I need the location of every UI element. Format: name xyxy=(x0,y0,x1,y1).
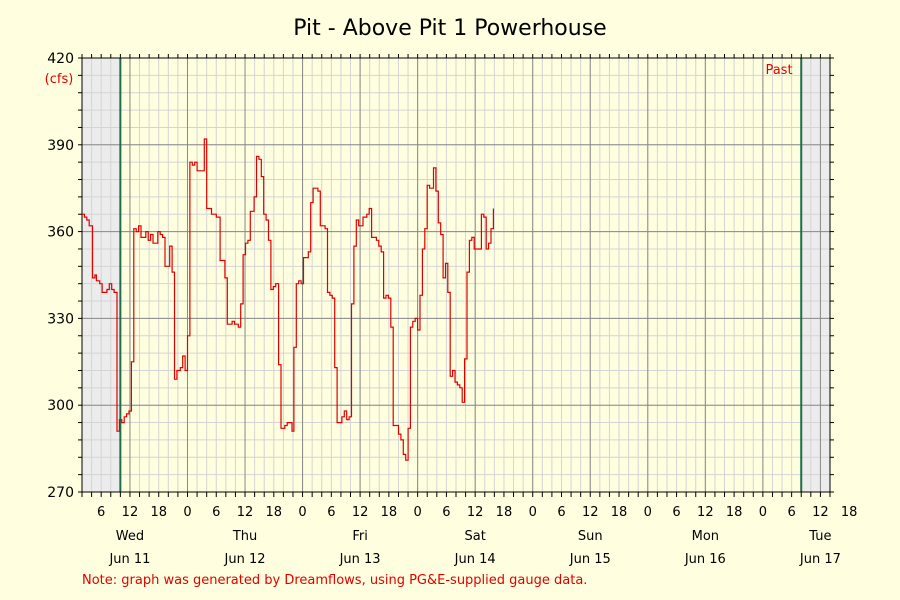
x-tick-label: 6 xyxy=(327,505,335,520)
day-label: Mon xyxy=(692,529,719,544)
date-label: Jun 13 xyxy=(339,552,381,567)
y-tick-label: 390 xyxy=(47,138,74,154)
x-tick-label: 6 xyxy=(672,505,680,520)
x-tick-label: 6 xyxy=(788,505,796,520)
x-tick-label: 18 xyxy=(266,505,283,520)
day-label: Sat xyxy=(465,529,486,544)
x-tick-label: 12 xyxy=(352,505,369,520)
x-tick-label: 12 xyxy=(237,505,254,520)
date-label: Jun 17 xyxy=(799,552,841,567)
x-tick-label: 0 xyxy=(298,505,306,520)
past-label: Past xyxy=(765,63,792,78)
chart-title: Pit - Above Pit 1 Powerhouse xyxy=(293,16,606,41)
y-tick-label: 360 xyxy=(47,225,74,241)
date-label: Jun 15 xyxy=(569,552,611,567)
x-tick-label: 12 xyxy=(467,505,484,520)
x-tick-label: 6 xyxy=(212,505,220,520)
x-tick-label: 6 xyxy=(442,505,450,520)
y-tick-label: 330 xyxy=(47,311,74,327)
chart-note: Note: graph was generated by Dreamflows,… xyxy=(82,573,587,588)
x-tick-label: 18 xyxy=(381,505,398,520)
date-label: Jun 12 xyxy=(224,552,266,567)
x-tick-label: 6 xyxy=(557,505,565,520)
date-label: Jun 11 xyxy=(108,552,150,567)
x-tick-label: 12 xyxy=(582,505,599,520)
day-label: Wed xyxy=(116,529,144,544)
x-tick-label: 18 xyxy=(726,505,743,520)
x-tick-label: 18 xyxy=(841,505,858,520)
date-label: Jun 14 xyxy=(454,552,496,567)
x-tick-label: 0 xyxy=(183,505,191,520)
x-tick-label: 0 xyxy=(644,505,652,520)
y-tick-label: 420 xyxy=(47,51,74,67)
x-tick-label: 12 xyxy=(122,505,139,520)
date-label: Jun 16 xyxy=(684,552,726,567)
y-tick-label: 270 xyxy=(47,485,74,501)
x-tick-label: 12 xyxy=(812,505,829,520)
x-tick-label: 18 xyxy=(611,505,628,520)
x-tick-label: 6 xyxy=(97,505,105,520)
plot-area: 270 300 330 360 390 420 6 12 18 0 6 12 18 0 6 12 18 0 6 12 1… xyxy=(47,51,858,567)
x-tick-label: 0 xyxy=(529,505,537,520)
shaded-region-end xyxy=(801,58,830,492)
day-label: Thu xyxy=(232,529,257,544)
day-label: Fri xyxy=(352,529,368,544)
x-tick-label: 0 xyxy=(414,505,422,520)
y-tick-label: 300 xyxy=(47,398,74,414)
day-label: Tue xyxy=(808,529,831,544)
x-tick-label: 18 xyxy=(496,505,513,520)
flow-series-line xyxy=(82,138,494,461)
day-label: Sun xyxy=(578,529,603,544)
unit-label: (cfs) xyxy=(45,72,74,87)
x-tick-label: 12 xyxy=(697,505,714,520)
x-tick-label: 0 xyxy=(759,505,767,520)
x-tick-label: 18 xyxy=(150,505,167,520)
